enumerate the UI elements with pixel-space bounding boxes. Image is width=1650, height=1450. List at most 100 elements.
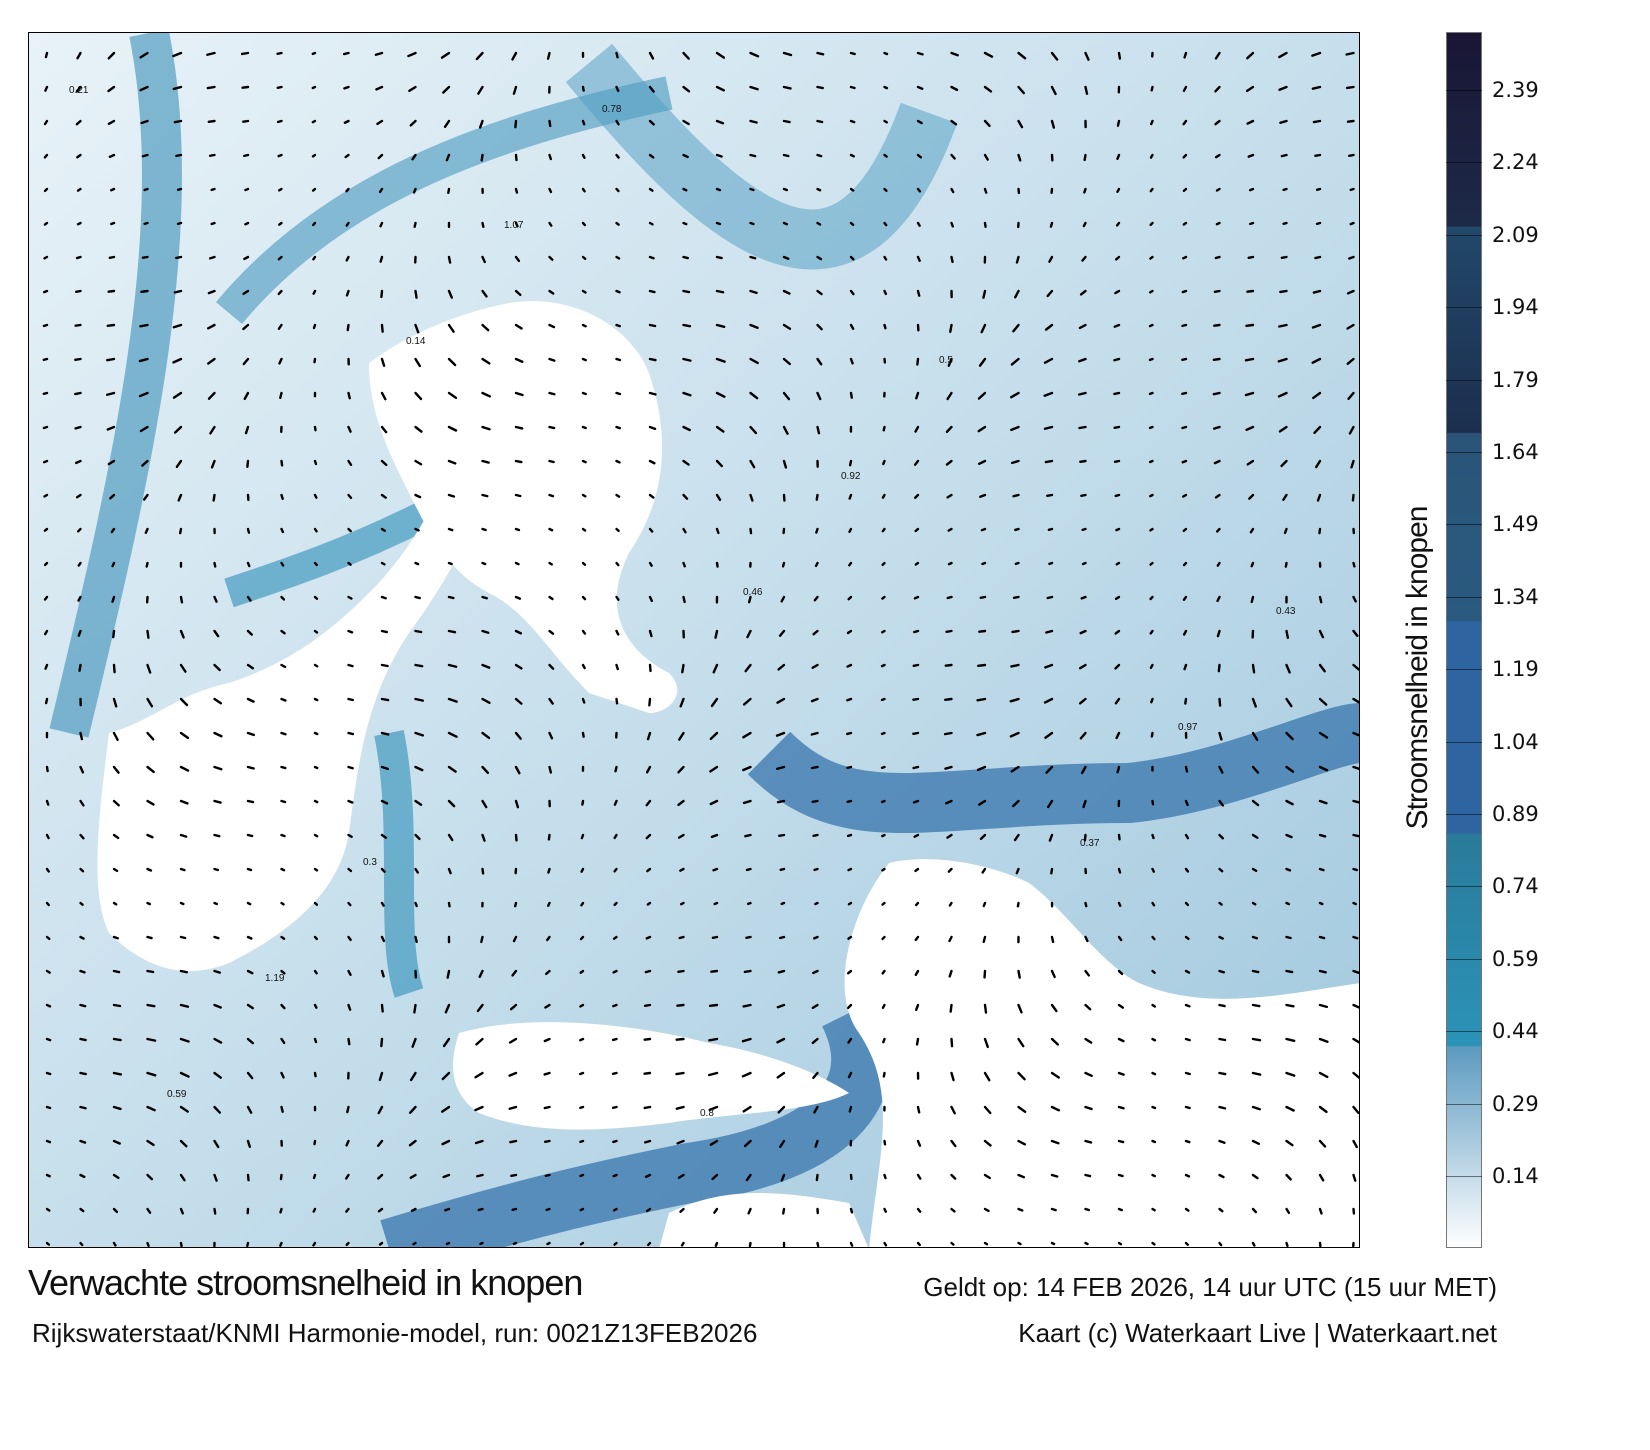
- current-vector: [644, 1139, 652, 1144]
- current-vector: [380, 561, 386, 566]
- current-vector: [682, 187, 688, 192]
- current-vector: [441, 1105, 451, 1113]
- current-vector: [950, 119, 958, 126]
- current-vector: [1285, 1241, 1289, 1247]
- current-vector: [112, 697, 118, 708]
- current-vector: [43, 595, 49, 601]
- current-vector: [713, 1207, 719, 1214]
- current-vector: [546, 935, 551, 942]
- current-vector: [1116, 153, 1121, 160]
- current-vector: [213, 629, 220, 638]
- current-vector: [644, 1173, 652, 1178]
- current-vector: [1079, 731, 1087, 740]
- current-vector: [643, 1003, 652, 1008]
- current-vector: [977, 459, 987, 465]
- current-vector: [916, 221, 921, 227]
- current-vector: [944, 765, 953, 770]
- current-vector: [914, 493, 920, 499]
- current-vector: [441, 1071, 451, 1081]
- current-vector: [508, 1037, 518, 1044]
- current-vector: [543, 1037, 551, 1043]
- current-vector: [948, 935, 953, 943]
- current-vector: [648, 527, 654, 533]
- current-vector: [1079, 459, 1087, 463]
- current-vector: [1218, 969, 1225, 974]
- current-vector: [347, 561, 352, 566]
- current-vector: [240, 51, 250, 56]
- current-vector: [1215, 527, 1221, 533]
- current-vector: [648, 391, 657, 396]
- current-vector: [379, 255, 384, 263]
- current-vector: [1318, 527, 1322, 535]
- current-vector: [414, 561, 420, 566]
- current-vector: [139, 323, 149, 328]
- current-vector: [1181, 357, 1188, 361]
- current-vector: [246, 1037, 255, 1045]
- current-vector: [414, 629, 423, 634]
- current-vector: [1084, 1105, 1093, 1111]
- current-vector: [950, 1207, 956, 1213]
- current-vector: [311, 187, 317, 192]
- current-vector: [146, 901, 152, 906]
- current-vector: [1117, 867, 1122, 874]
- value-label: 0.5: [939, 355, 953, 366]
- current-vector: [709, 799, 719, 806]
- current-vector: [1084, 1139, 1093, 1144]
- current-vector: [1182, 153, 1188, 159]
- current-vector: [848, 493, 853, 500]
- current-vector: [1311, 323, 1322, 329]
- current-vector: [380, 901, 385, 907]
- current-vector: [213, 901, 218, 906]
- current-vector: [615, 459, 621, 464]
- current-vector: [380, 1003, 384, 1013]
- current-vector: [1318, 1139, 1327, 1148]
- current-vector: [1077, 391, 1087, 396]
- current-vector: [112, 969, 121, 974]
- current-vector: [916, 187, 922, 193]
- current-vector: [347, 425, 352, 433]
- current-vector: [1148, 391, 1154, 396]
- current-vector: [1345, 51, 1355, 56]
- current-vector: [1149, 153, 1154, 159]
- current-vector: [776, 1071, 786, 1079]
- current-vector: [79, 731, 84, 741]
- current-vector: [277, 255, 283, 261]
- current-vector: [615, 85, 620, 93]
- current-vector: [946, 595, 953, 600]
- current-vector: [1312, 119, 1322, 124]
- current-vector: [45, 867, 50, 873]
- current-vector: [442, 85, 451, 94]
- current-vector: [579, 969, 585, 974]
- current-vector: [1117, 935, 1123, 942]
- current-vector: [376, 119, 384, 126]
- current-vector: [949, 323, 953, 333]
- current-vector: [1078, 323, 1087, 330]
- current-vector: [682, 561, 686, 568]
- current-vector: [1046, 493, 1054, 498]
- land-area: [659, 1193, 869, 1247]
- current-vector: [45, 901, 50, 907]
- current-speed-map[interactable]: 0.21 0.14 0.46 0.37 0.59 1.07 0.92 0.97 1.19 0.78…: [28, 32, 1360, 1248]
- current-vector: [279, 1173, 283, 1181]
- current-vector: [846, 833, 853, 838]
- current-vector: [547, 867, 551, 874]
- current-vector: [946, 493, 953, 499]
- current-vector: [112, 765, 120, 774]
- current-vector: [1213, 289, 1221, 293]
- current-vector: [1212, 357, 1221, 362]
- current-vector: [916, 1139, 922, 1147]
- current-vector: [43, 493, 49, 498]
- land-area: [844, 859, 1359, 1247]
- current-vector: [246, 663, 255, 670]
- current-vector: [715, 459, 724, 468]
- current-vector: [947, 867, 953, 873]
- current-vector: [615, 629, 620, 636]
- current-vector: [43, 221, 49, 226]
- current-vector: [1084, 969, 1091, 977]
- current-vector: [1251, 663, 1256, 674]
- current-vector: [106, 357, 116, 362]
- current-vector: [278, 221, 283, 226]
- current-vector: [782, 425, 789, 435]
- current-vector: [207, 357, 216, 365]
- current-vector: [475, 51, 484, 61]
